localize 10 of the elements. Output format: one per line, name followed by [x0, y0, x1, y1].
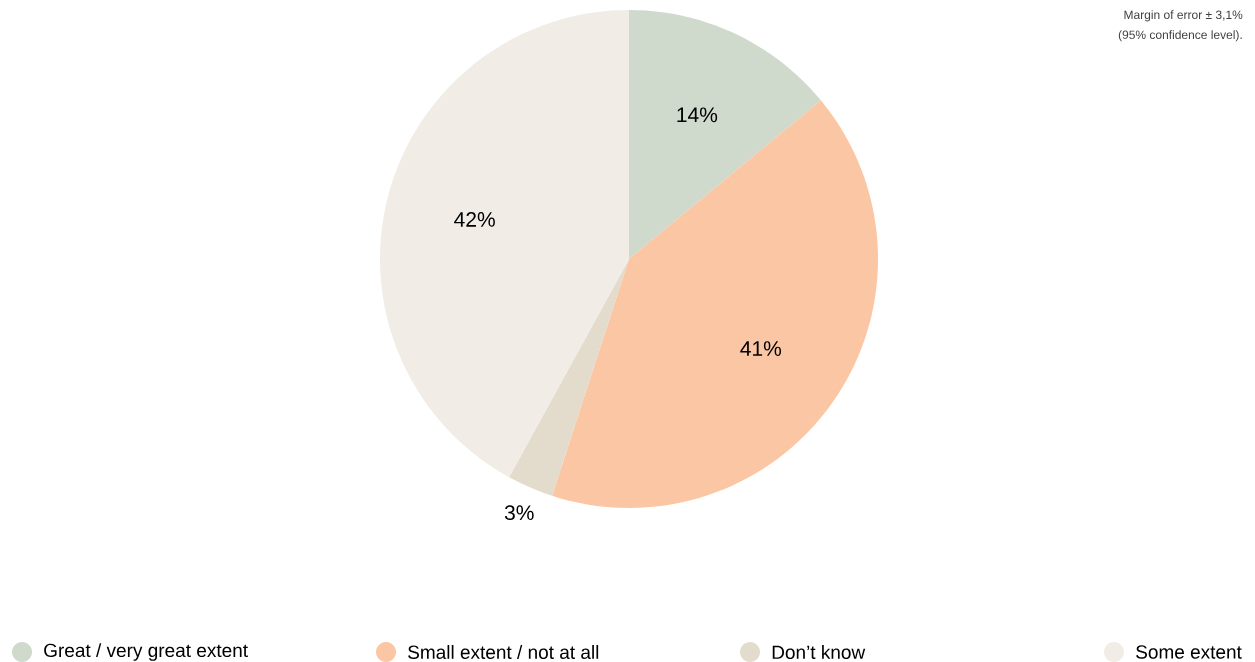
legend-label: Great / very great extent — [44, 643, 248, 661]
data-label: 41% — [740, 341, 782, 356]
data-label: 42% — [454, 211, 495, 227]
legend-label: Some extent — [1136, 645, 1242, 659]
text: (95% confidence level). — [1118, 30, 1242, 42]
legend-label: Don’t know — [772, 645, 866, 659]
text: Margin of error ± 3,1% — [1124, 10, 1243, 22]
legend-label: Small extent / not at all — [408, 645, 599, 659]
data-label: 3% — [504, 505, 534, 521]
data-label: 14% — [677, 107, 718, 123]
